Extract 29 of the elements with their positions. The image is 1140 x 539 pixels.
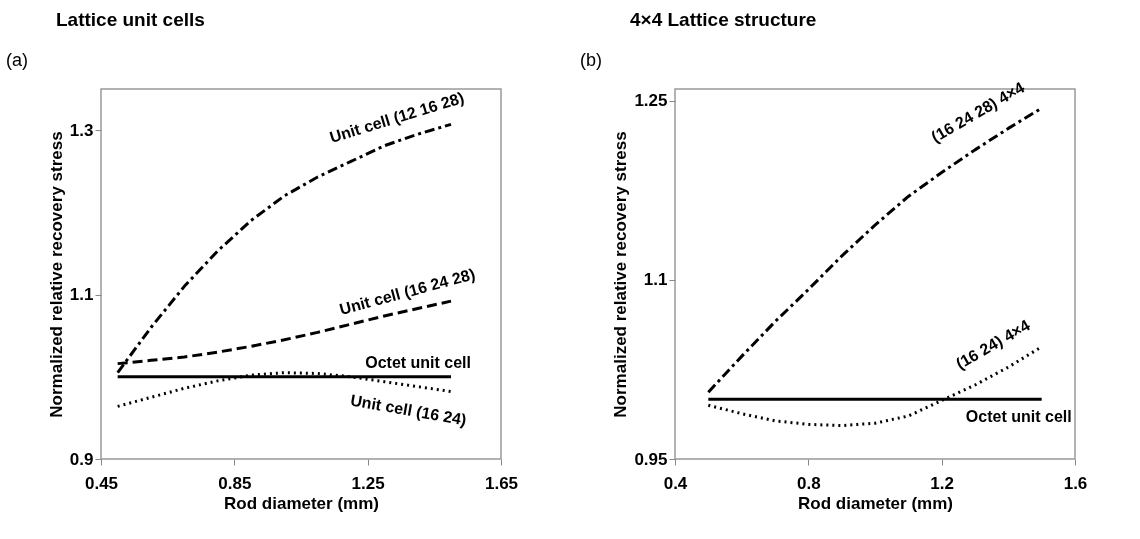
y-axis-title: Normalized relative recovery stress (46, 131, 66, 418)
y-tick-label: 1.3 (69, 120, 94, 140)
y-tick-label: 1.1 (69, 285, 94, 305)
x-axis-title: Rod diameter (mm) (798, 493, 953, 513)
x-tick-label: 0.85 (218, 473, 252, 493)
chart-title: 4×4 Lattice structure (630, 9, 817, 30)
y-axis-title: Normalized relative recovery stress (611, 131, 631, 418)
x-tick-label: 0.4 (663, 473, 688, 493)
x-tick-label: 1.6 (1063, 473, 1088, 493)
text: (b) (580, 50, 602, 70)
text: Unit cell (16 24 28) (337, 265, 477, 318)
series-label: Octet unit cell (365, 353, 471, 371)
x-tick-label: 1.25 (351, 473, 385, 493)
series-label: Octet unit cell (965, 408, 1072, 426)
y-tick-label: 1.25 (634, 91, 668, 111)
x-tick-label: 0.45 (84, 473, 119, 493)
text: Unit cell (16 24) (349, 391, 468, 429)
y-tick-label: 1.1 (643, 270, 668, 290)
x-tick-label: 1.2 (930, 473, 954, 493)
text: Unit cell (12 16 28) (327, 88, 467, 146)
text: (a) (6, 50, 28, 70)
y-tick-label: 0.95 (634, 449, 668, 469)
chart-title: Lattice unit cells (56, 9, 205, 30)
text: (16 24) 4×4 (952, 316, 1033, 373)
x-tick-label: 1.65 (484, 473, 519, 493)
text: (16 24 28) 4×4 (928, 78, 1028, 146)
x-axis-title: Rod diameter (mm) (224, 493, 379, 513)
y-tick-label: 0.9 (69, 449, 94, 469)
x-tick-label: 0.8 (797, 473, 821, 493)
